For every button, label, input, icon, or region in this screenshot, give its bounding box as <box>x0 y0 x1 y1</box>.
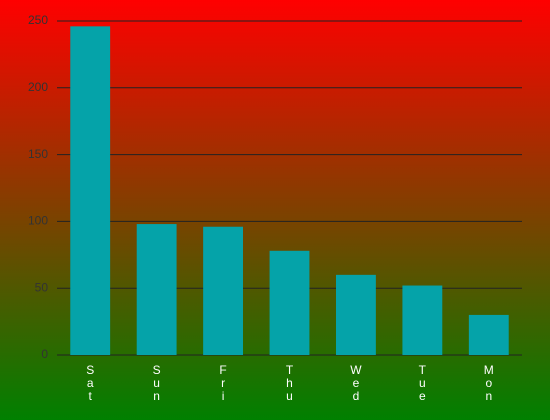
x-tick-label: Thu <box>283 363 297 402</box>
x-tick-label: Wed <box>349 363 363 402</box>
bar <box>269 250 310 355</box>
bar <box>402 285 443 355</box>
bar <box>70 26 111 356</box>
x-tick-label: Tue <box>415 363 429 402</box>
y-tick-label: 200 <box>28 80 48 94</box>
y-tick-label: 100 <box>28 214 48 228</box>
y-tick-label: 50 <box>35 280 49 294</box>
bar <box>336 274 376 355</box>
bar <box>203 226 243 355</box>
x-tick-label: Sat <box>83 363 97 402</box>
x-tick-label: Sun <box>150 363 164 402</box>
y-tick-label: 250 <box>28 13 48 27</box>
y-tick-label: 150 <box>28 147 48 161</box>
bar <box>136 224 177 355</box>
x-tick-label: Mon <box>482 363 496 402</box>
x-tick-label: Fri <box>216 363 230 402</box>
y-tick-label: 0 <box>41 347 48 361</box>
bar <box>468 314 509 355</box>
